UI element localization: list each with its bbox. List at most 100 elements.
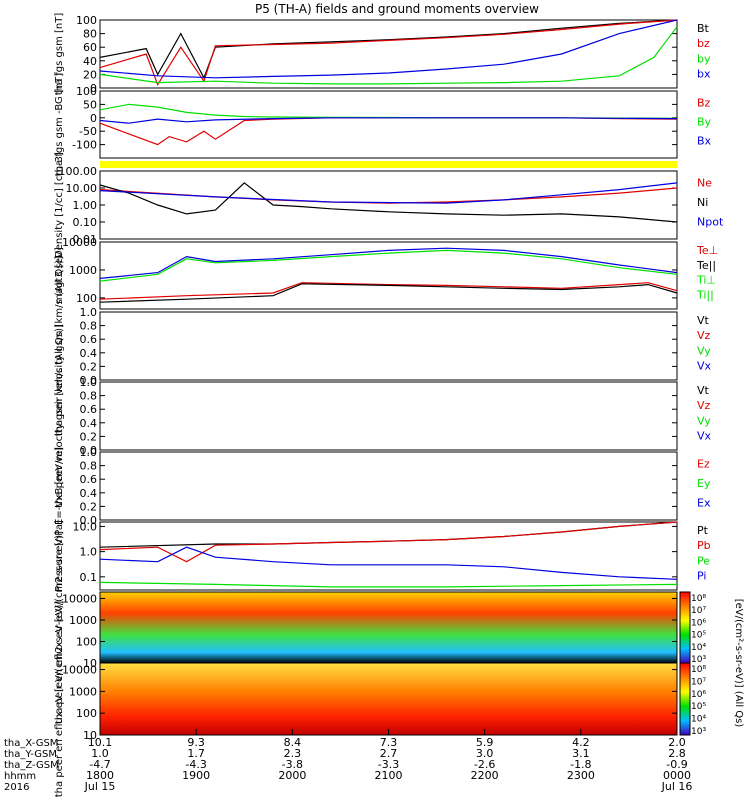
x-row-value: 4.2 <box>572 736 590 749</box>
colorbar-scale <box>679 662 691 736</box>
y-axis-label: tha fgs gsm [nT] <box>54 13 65 96</box>
x-row-value: 1800 <box>86 769 114 782</box>
colorbar-1: 10⁸ 10⁷ 10⁶ 10⁵ 10⁴ 10³ <box>679 591 706 665</box>
panel-8: 10.0 1.0 0.1 Pressure [nPa] Pt Pb Pe Pi <box>54 520 711 592</box>
x-row-value: 2100 <box>375 769 403 782</box>
y-tick-label: 0.6 <box>80 403 98 416</box>
colorbar-tick-label: 10⁶ <box>691 690 706 700</box>
legend-entry: Vx <box>697 359 712 372</box>
y-tick-label: 0.6 <box>80 473 98 486</box>
series-By <box>99 103 678 119</box>
legend-entry: Pe <box>697 554 710 567</box>
series-Npot <box>99 182 678 204</box>
x-row-value: 2300 <box>567 769 595 782</box>
x-end-date: Jul 16 <box>661 780 693 793</box>
x-row-value: 2200 <box>471 769 499 782</box>
legend-entry: Pb <box>697 539 711 552</box>
x-row-value: -4.7 <box>89 758 110 771</box>
y-tick-label: 0.2 <box>80 430 98 443</box>
x-year: 2016 <box>4 782 29 793</box>
series-bz <box>99 19 678 86</box>
y-tick-label: 10000 <box>62 664 97 677</box>
y-axis-label: tha peir en eflux eV [eV/(cm2-s-sr-eV)] <box>54 531 65 724</box>
y-tick-label: 0.4 <box>80 347 98 360</box>
legend-entry: By <box>697 115 712 128</box>
colorbar-tick-label: 10³ <box>691 727 706 737</box>
legend-entry: Bt <box>697 22 710 35</box>
panel-4: 10000 1000 100 magt3 [eV] Te⊥ Te|| Ti⊥ Ti|| <box>54 236 718 310</box>
x-row-value: 10.1 <box>88 736 113 749</box>
x-row-value: 1.0 <box>91 747 109 760</box>
panel-frame <box>99 19 678 89</box>
series-Ti⊥ <box>99 247 678 279</box>
y-axis-label: tha peer en eflux eV [eV/(cm2-s-sr-eV)] <box>54 601 65 798</box>
y-tick-label: 50 <box>83 98 97 111</box>
legend-entry: Ez <box>697 458 710 471</box>
series-bx <box>99 19 678 79</box>
colorbar-scale <box>679 591 691 664</box>
y-tick-label: 10 <box>83 729 97 742</box>
colorbar-tick-label: 10⁸ <box>691 665 706 675</box>
legend-entry: Ey <box>697 477 711 490</box>
colorbar-units: [eV/(cm²-s-sr-eV)] (All Qs) <box>733 599 744 728</box>
y-tick-label: 10000 <box>62 592 97 605</box>
x-row-value: -0.9 <box>666 758 687 771</box>
panel-frame <box>99 241 678 310</box>
x-row-value: 7.3 <box>380 736 398 749</box>
panel-10: 10000 1000 100 10 tha peer en eflux eV [eV/(… <box>54 601 678 798</box>
legend-entry: Ex <box>697 496 711 509</box>
y-tick-label: -100 <box>72 139 97 152</box>
x-row-value: 1.7 <box>187 747 205 760</box>
legend-entry: Ni <box>697 196 708 209</box>
series-Te|| <box>99 283 678 303</box>
y-tick-label: 80 <box>83 28 97 41</box>
y-axis-label: tha peer velocity gsm [km/s (All Qs)] <box>54 324 65 508</box>
legend-entry: Pi <box>697 569 706 582</box>
y-tick-label: 0.6 <box>80 333 98 346</box>
y-axis-label: E=-VxB [mV/m] <box>54 447 65 525</box>
colorbar-tick-label: 10⁵ <box>691 631 706 641</box>
y-tick-label: 100 <box>76 14 97 27</box>
colorbar-tick-label: 10⁸ <box>691 594 706 604</box>
legend-entry: Vt <box>697 384 710 397</box>
x-row-value: 5.9 <box>476 736 494 749</box>
x-row-name: tha_X-GSM <box>4 738 58 749</box>
legend-entry: Vy <box>697 414 711 427</box>
x-row-value: 1900 <box>182 769 210 782</box>
panel-9: 10000 1000 100 10 tha peir en eflux eV [eV/(… <box>54 531 678 724</box>
colorbar-tick-label: 10⁴ <box>691 643 706 653</box>
y-tick-label: 100 <box>76 707 97 720</box>
x-row-value: 3.1 <box>572 747 590 760</box>
y-axis-label: magt3 [eV] <box>54 247 65 304</box>
y-tick-label: 100.00 <box>59 165 98 178</box>
panel-frame <box>99 451 678 521</box>
x-row-value: 2.3 <box>284 747 302 760</box>
colorbar-tick-label: 10³ <box>691 655 706 665</box>
y-tick-label: 0.0 <box>80 374 98 387</box>
series-Bt <box>99 19 678 80</box>
x-row-value: -1.8 <box>570 758 591 771</box>
y-tick-label: 0.2 <box>80 500 98 513</box>
y-tick-label: 10000 <box>62 236 97 249</box>
x-row-name: tha_Y-GSM <box>4 749 57 760</box>
legend-entry: bx <box>697 67 711 80</box>
x-row-value: -3.8 <box>282 758 303 771</box>
y-tick-label: 1.0 <box>80 376 98 389</box>
legend-entry: Vt <box>697 314 710 327</box>
y-tick-label: 0.8 <box>80 390 98 403</box>
series-Ni <box>99 182 678 223</box>
legend-entry: Vx <box>697 429 712 442</box>
y-tick-label: 1000 <box>69 614 97 627</box>
panel-frame <box>99 381 678 451</box>
x-row-value: -3.3 <box>378 758 399 771</box>
series-Pb <box>99 521 678 563</box>
legend-entry: Bz <box>697 96 711 109</box>
panel-3: 100.00 10.00 1.00 0.10 0.01 Density [1/cc] [c… <box>54 152 724 258</box>
colorbar-tick-label: 10⁷ <box>691 606 706 616</box>
y-tick-label: 1.0 <box>80 446 98 459</box>
x-row-value: 2.7 <box>380 747 398 760</box>
y-tick-label: 1.00 <box>73 199 98 212</box>
